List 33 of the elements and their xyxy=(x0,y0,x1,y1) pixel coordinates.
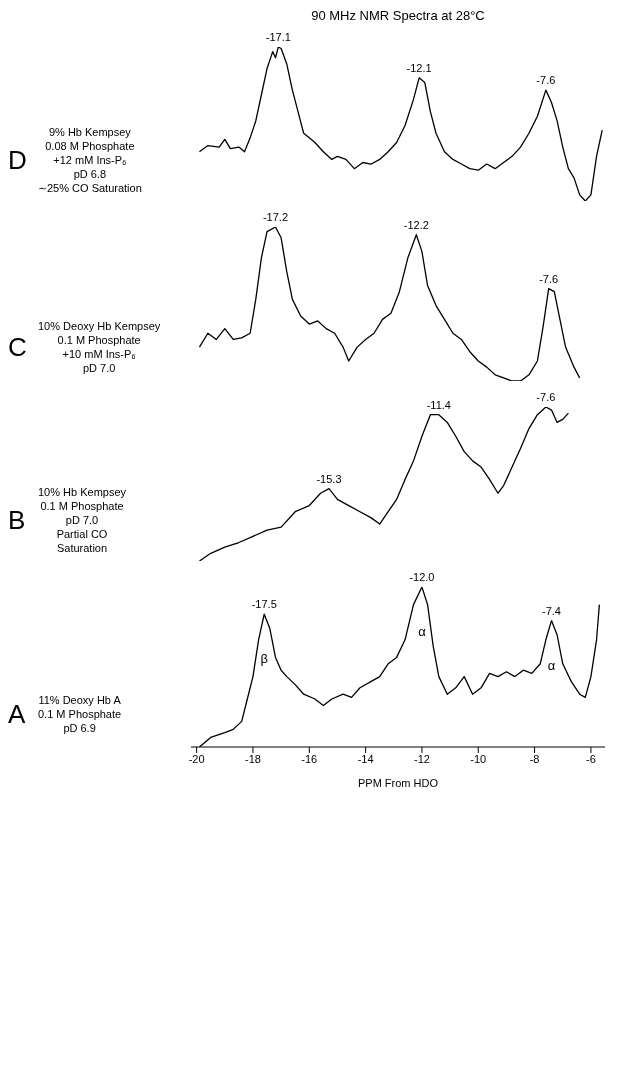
annotation: -12.2 xyxy=(403,218,429,231)
x-tick-label: -10 xyxy=(470,752,487,765)
text: 10% Deoxy Hb Kempsey 0.1 M Phosphate +10 mM Ins-P₆ pD 7.0 xyxy=(38,319,161,375)
annotation: -7.4 xyxy=(542,604,561,617)
x-tick-label: -8 xyxy=(529,752,540,765)
annotation: -15.3 xyxy=(316,472,342,485)
annotation: -7.6 xyxy=(539,272,559,285)
x-tick-label: -20 xyxy=(188,752,205,765)
text: A xyxy=(8,698,27,730)
x-tick-label: -14 xyxy=(357,752,374,765)
text: 11% Deoxy Hb A 0.1 M Phosphate pD 6.9 xyxy=(38,693,122,735)
text: C xyxy=(8,331,28,363)
text: 10% Hb Kempsey 0.1 M Phosphate pD 7.0 Partial CO Saturation xyxy=(38,485,127,555)
annotation: α xyxy=(547,657,556,673)
x-tick-label: -6 xyxy=(586,752,596,765)
text: D xyxy=(8,144,28,176)
x-tick-label: -16 xyxy=(301,752,318,765)
x-axis-title: PPM From HDO xyxy=(357,777,439,789)
annotation: α xyxy=(418,624,427,640)
text: 9% Hb Kempsey 0.08 M Phosphate +12 mM Ins-P₆ pD 6.8 ∼25% CO Saturation xyxy=(38,125,142,195)
annotation: -17.1 xyxy=(265,31,291,43)
annotation: -7.6 xyxy=(536,391,556,403)
annotation: -12.1 xyxy=(406,61,432,74)
annotation: -7.6 xyxy=(536,74,556,87)
annotation: -17.2 xyxy=(262,211,289,223)
x-tick-label: -18 xyxy=(245,752,261,765)
x-tick-label: -12 xyxy=(413,752,430,765)
chart-title: 90 MHz NMR Spectra at 28°C xyxy=(310,8,486,23)
annotation: -11.4 xyxy=(426,398,451,411)
annotation: -12.0 xyxy=(409,571,435,583)
annotation: -17.5 xyxy=(251,598,277,611)
text: B xyxy=(8,504,27,536)
annotation: β xyxy=(260,651,268,667)
